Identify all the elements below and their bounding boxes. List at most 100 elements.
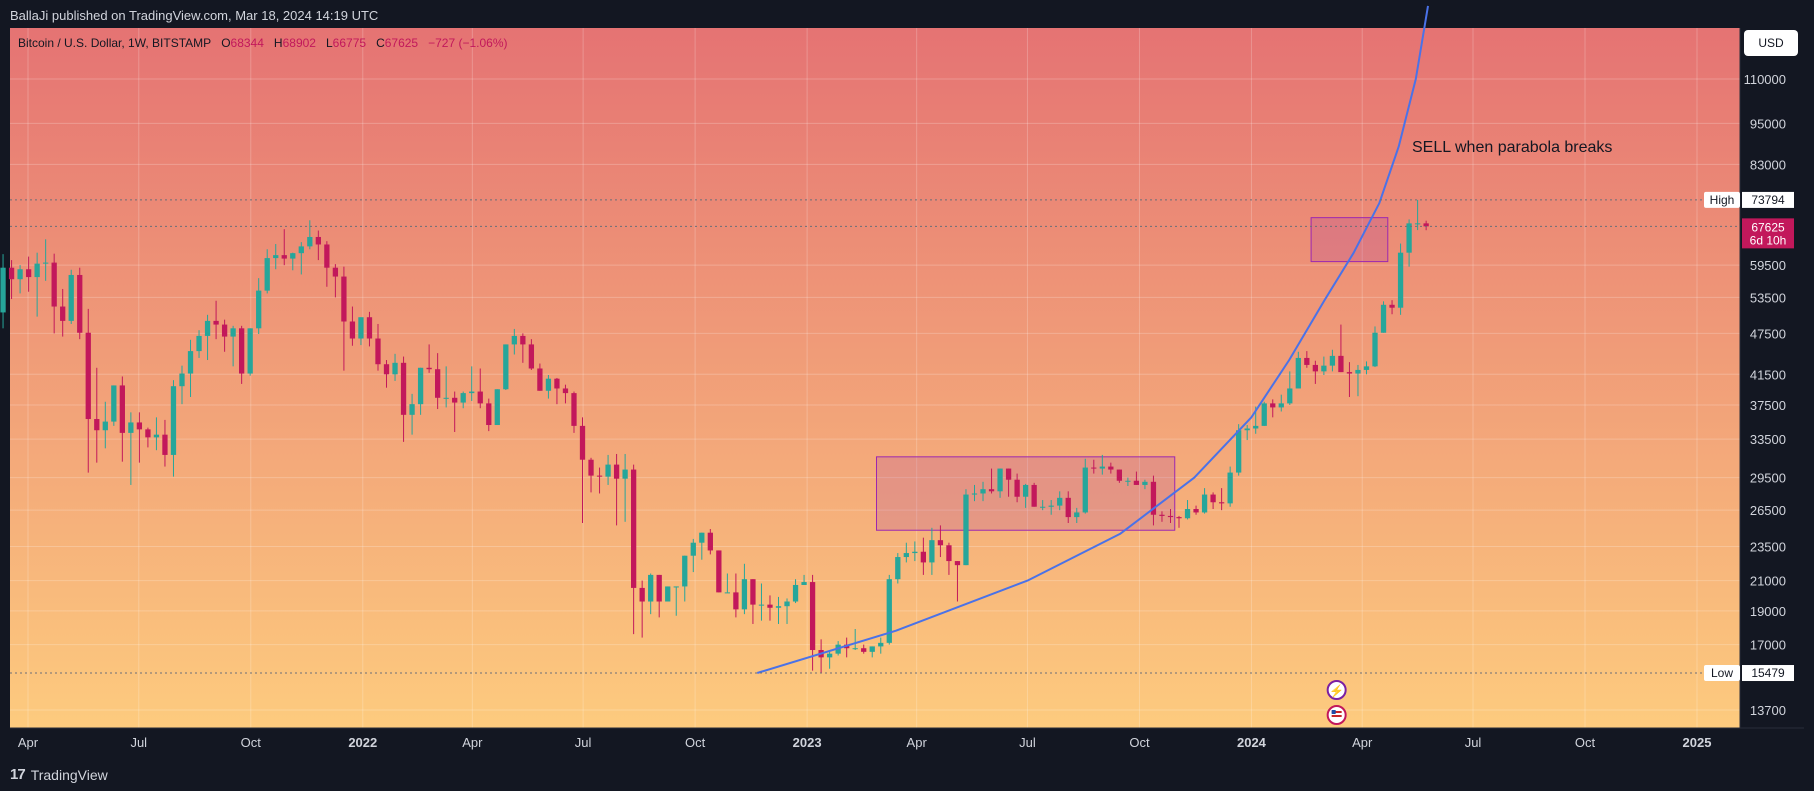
currency-button[interactable]: USD	[1744, 30, 1798, 56]
price-axis: 13700 17000 19000 21000 23500 26500 29500 33500…	[1739, 28, 1786, 728]
candle-body	[690, 542, 696, 556]
flag-stripe	[1331, 711, 1342, 713]
candle-body	[0, 267, 6, 313]
candle-body	[801, 582, 807, 585]
candle-body	[1321, 365, 1327, 372]
candle-body	[179, 373, 185, 387]
time-axis-area	[10, 728, 1804, 756]
candle-body	[1022, 484, 1029, 497]
candle-body	[724, 592, 731, 594]
candle-body	[809, 582, 816, 651]
candle-body	[434, 369, 441, 398]
candle-body	[920, 551, 927, 563]
candle-body	[111, 385, 117, 422]
candle-body	[1236, 430, 1242, 473]
time-tick-label: Oct	[1129, 735, 1150, 750]
candle-body	[537, 368, 543, 391]
candle-body	[1270, 403, 1276, 408]
time-tick-label: Oct	[685, 735, 706, 750]
candle-body	[1338, 355, 1344, 373]
candle-body	[946, 545, 952, 562]
candle-body	[733, 592, 739, 610]
candle-body	[239, 328, 245, 374]
candle-body	[903, 553, 909, 558]
candle-body	[1287, 388, 1293, 404]
candle-body	[1057, 497, 1063, 506]
candle-body	[460, 393, 466, 403]
candle-body	[707, 532, 713, 551]
candle-body	[1380, 304, 1387, 333]
price-tick-label: 95000	[1750, 116, 1786, 131]
price-tick-label: 26500	[1750, 503, 1786, 518]
candle-body	[741, 579, 748, 610]
candle-body	[1116, 469, 1123, 481]
price-tick-label: 13700	[1750, 703, 1786, 718]
candle-body	[187, 351, 194, 374]
time-tick-label: 2025	[1683, 735, 1712, 750]
candle-body	[486, 403, 492, 426]
candle-body	[366, 317, 373, 339]
low-tag-value-bg	[1742, 665, 1794, 682]
grid	[10, 28, 1740, 728]
candle-body	[912, 551, 918, 554]
candle-body	[503, 344, 509, 390]
time-tick-label: Jul	[1019, 735, 1036, 750]
candle-body	[1201, 494, 1208, 513]
candle-body	[997, 468, 1003, 492]
candle-body	[980, 489, 986, 494]
candle-body	[622, 469, 628, 479]
candles	[0, 199, 1429, 673]
candle-body	[937, 540, 944, 546]
candle-body	[665, 586, 671, 602]
last-price-tag-bg	[1742, 218, 1794, 249]
candle-body	[204, 320, 211, 336]
parabola-line	[756, 5, 1429, 674]
candle-body	[375, 338, 381, 365]
symbol-legend: Bitcoin / U.S. Dollar, 1W, BITSTAMP O683…	[18, 36, 508, 50]
open-value: 68344	[230, 36, 264, 50]
publisher-line: BallaJi published on TradingView.com, Ma…	[10, 8, 379, 23]
candle-body	[648, 574, 654, 602]
price-tick-label: 19000	[1750, 604, 1786, 619]
price-tick-label: 41500	[1750, 367, 1786, 382]
price-tick-label: 83000	[1750, 157, 1786, 172]
close-value: 67625	[384, 36, 419, 50]
time-tick-label: Oct	[241, 735, 262, 750]
candle-body	[1218, 502, 1225, 504]
candle-body	[307, 236, 313, 247]
candle-body	[315, 236, 321, 245]
candle-body	[682, 555, 688, 587]
price-tick-label: 47500	[1750, 326, 1786, 341]
candle-body	[954, 561, 961, 566]
candle-body	[77, 274, 83, 333]
high-tag-value-bg	[1742, 191, 1794, 208]
candle-body	[221, 324, 228, 337]
candle-body	[417, 367, 424, 405]
candle-body	[383, 364, 390, 375]
candle-body	[545, 378, 552, 391]
tradingview-logo[interactable]: 17 TradingView	[10, 766, 108, 783]
candle-body	[1278, 403, 1284, 408]
candle-body	[554, 378, 560, 389]
candle-body	[43, 262, 49, 264]
candle-body	[60, 306, 66, 321]
candle-body	[1082, 467, 1088, 513]
candle-body	[1048, 505, 1054, 507]
candle-body	[1312, 364, 1318, 372]
price-tick-label: 53500	[1750, 290, 1786, 305]
symbol-name: Bitcoin / U.S. Dollar, 1W, BITSTAMP	[18, 36, 212, 50]
candle-body	[1142, 481, 1148, 485]
low-value: 66775	[332, 36, 367, 50]
consolidation-box-2	[1310, 217, 1389, 263]
candle-body	[341, 276, 347, 322]
time-tick-label: 2022	[348, 735, 377, 750]
candle-body	[1005, 468, 1012, 480]
candle-body	[452, 397, 458, 403]
candle-body	[988, 489, 995, 492]
time-tick-label: Apr	[18, 735, 39, 750]
candle-body	[562, 388, 569, 394]
candle-body	[264, 258, 270, 291]
candle-body	[1406, 223, 1412, 253]
price-tick-label: 59500	[1750, 258, 1786, 273]
